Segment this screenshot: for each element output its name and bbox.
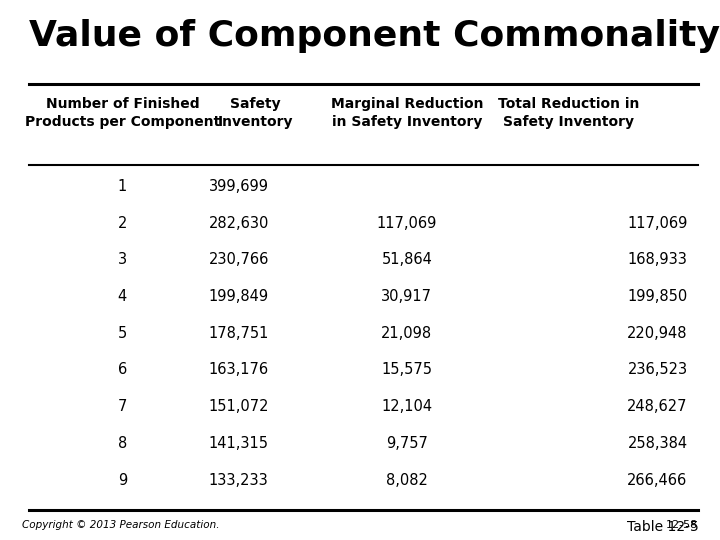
Text: 2: 2 [117, 215, 127, 231]
Text: 12,104: 12,104 [381, 399, 433, 414]
Text: 117,069: 117,069 [627, 215, 688, 231]
Text: 15,575: 15,575 [382, 362, 432, 377]
Text: 141,315: 141,315 [209, 436, 269, 451]
Text: Safety
Inventory: Safety Inventory [218, 97, 293, 129]
Text: Copyright © 2013 Pearson Education.: Copyright © 2013 Pearson Education. [22, 520, 219, 530]
Text: 4: 4 [118, 289, 127, 304]
Text: 1: 1 [118, 179, 127, 194]
Text: 248,627: 248,627 [627, 399, 688, 414]
Text: 8,082: 8,082 [386, 472, 428, 488]
Text: 12-58: 12-58 [666, 520, 698, 530]
Text: 199,850: 199,850 [627, 289, 688, 304]
Text: 8: 8 [118, 436, 127, 451]
Text: Number of Finished
Products per Component: Number of Finished Products per Componen… [24, 97, 220, 129]
Text: Marginal Reduction
in Safety Inventory: Marginal Reduction in Safety Inventory [330, 97, 483, 129]
Text: 3: 3 [118, 252, 127, 267]
Text: 6: 6 [118, 362, 127, 377]
Text: 258,384: 258,384 [627, 436, 688, 451]
Text: 178,751: 178,751 [209, 326, 269, 341]
Text: 399,699: 399,699 [209, 179, 269, 194]
Text: 151,072: 151,072 [209, 399, 269, 414]
Text: 9: 9 [118, 472, 127, 488]
Text: 133,233: 133,233 [209, 472, 269, 488]
Text: 220,948: 220,948 [627, 326, 688, 341]
Text: 117,069: 117,069 [377, 215, 437, 231]
Text: 282,630: 282,630 [209, 215, 269, 231]
Text: 51,864: 51,864 [382, 252, 432, 267]
Text: Total Reduction in
Safety Inventory: Total Reduction in Safety Inventory [498, 97, 639, 129]
Text: 199,849: 199,849 [209, 289, 269, 304]
Text: 230,766: 230,766 [209, 252, 269, 267]
Text: 163,176: 163,176 [209, 362, 269, 377]
Text: 5: 5 [118, 326, 127, 341]
Text: 21,098: 21,098 [381, 326, 433, 341]
Text: Value of Component Commonality: Value of Component Commonality [29, 19, 720, 53]
Text: 236,523: 236,523 [627, 362, 688, 377]
Text: 9,757: 9,757 [386, 436, 428, 451]
Text: 7: 7 [117, 399, 127, 414]
Text: 30,917: 30,917 [382, 289, 432, 304]
Text: Table 12-5: Table 12-5 [626, 520, 698, 534]
Text: 266,466: 266,466 [627, 472, 688, 488]
Text: 168,933: 168,933 [628, 252, 688, 267]
